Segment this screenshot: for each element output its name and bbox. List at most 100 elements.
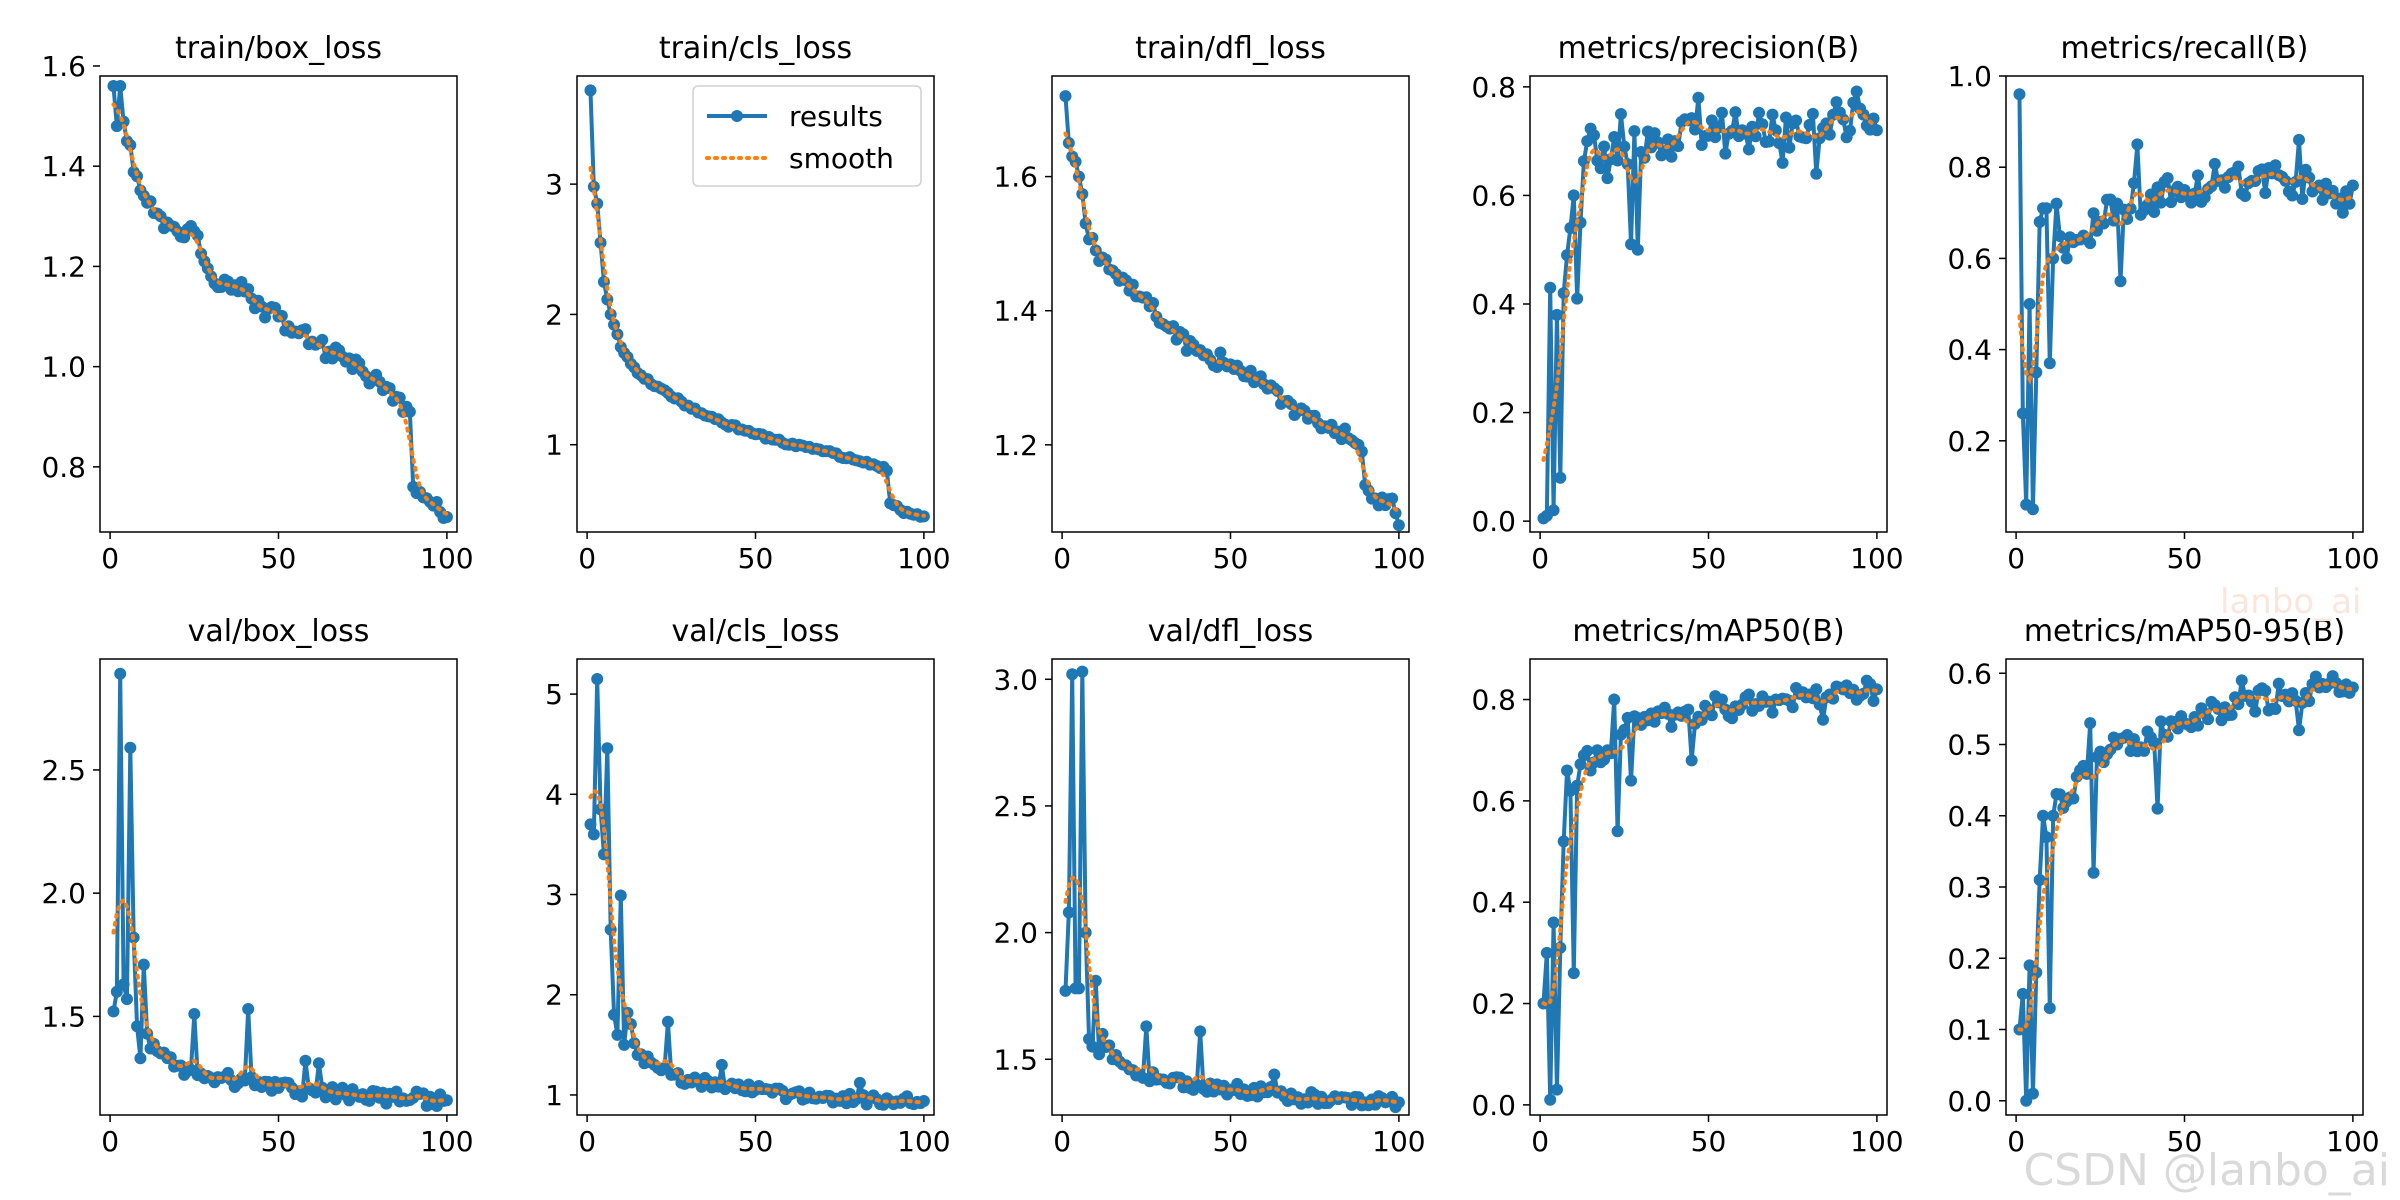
results-point [2043, 357, 2056, 370]
results-point [2161, 172, 2174, 185]
x-tick-label: 100 [897, 542, 950, 575]
results-point [114, 667, 127, 680]
results-point [661, 1015, 674, 1028]
x-tick-label: 0 [2007, 542, 2025, 575]
axes-frame [1529, 658, 1888, 1116]
results-point [608, 1008, 621, 1021]
results-point [1544, 1093, 1557, 1106]
results-point [1214, 346, 1227, 359]
x-tick-label: 50 [1691, 1125, 1727, 1158]
chart-title: metrics/recall(B) [2060, 31, 2308, 66]
axes-frame [2005, 75, 2364, 533]
results-line [2017, 94, 2355, 512]
results-point [2047, 252, 2060, 265]
results-point [2151, 802, 2164, 815]
results-point [2154, 715, 2167, 728]
results-point [2016, 407, 2029, 420]
results-point [2249, 705, 2262, 718]
results-point [1550, 1083, 1563, 1096]
results-point [2232, 160, 2245, 173]
smooth-line [588, 788, 926, 1105]
results-point [2047, 809, 2060, 822]
subplot-metrics-map50-95-b-: metrics/mAP50-95(B) 0 50 100 0.0 0.1 0.2 0.3 0.4… [1947, 614, 2379, 1158]
results-point [1079, 926, 1092, 939]
y-tick-label: 0.4 [1947, 334, 1992, 367]
results-point [1614, 108, 1627, 120]
results-point [1843, 124, 1856, 137]
results-point [1392, 1096, 1405, 1109]
y-tick-label: 0.6 [1947, 657, 1992, 690]
results-point [1803, 118, 1816, 131]
results-point [1059, 984, 1072, 997]
results-point [1726, 712, 1739, 725]
results-point [1810, 167, 1823, 180]
plot-area [1537, 674, 1883, 1106]
y-tick-label: 0.2 [1947, 942, 1992, 975]
chart-title: val/cls_loss [672, 614, 840, 649]
results-point [2225, 708, 2238, 721]
results-point [1749, 130, 1762, 143]
legend-smooth-label: smooth [789, 142, 894, 175]
y-tick-label: 1.2 [993, 429, 1038, 462]
y-tick-label: 0.0 [1471, 505, 1516, 538]
results-point [2269, 159, 2282, 172]
results-point [1059, 90, 1072, 103]
results-point [2296, 193, 2309, 206]
results-point [2202, 713, 2215, 726]
x-tick-label: 100 [897, 1125, 950, 1158]
results-point [1557, 835, 1570, 848]
results-point [383, 382, 396, 395]
results-point [591, 673, 604, 686]
results-point [1766, 706, 1779, 719]
results-point [2087, 866, 2100, 879]
x-tick-label: 50 [738, 542, 774, 575]
results-point [242, 1003, 255, 1016]
results-point [1547, 916, 1560, 929]
y-tick-label: 2.5 [993, 790, 1038, 823]
smooth-line [1541, 687, 1879, 1008]
axes-frame [99, 658, 458, 1116]
results-point [1823, 128, 1836, 141]
x-tick-label: 50 [738, 1125, 774, 1158]
results-point [1547, 504, 1560, 517]
results-point [1611, 154, 1624, 167]
x-tick-label: 100 [420, 542, 473, 575]
y-tick-label: 0.6 [1471, 179, 1516, 212]
results-point [131, 1020, 144, 1033]
results-point [1581, 744, 1594, 757]
results-point [2286, 189, 2299, 202]
results-point [2269, 703, 2282, 716]
results-point [120, 993, 133, 1006]
results-point [1867, 695, 1880, 708]
results-point [1587, 129, 1600, 142]
results-point [1561, 764, 1574, 777]
x-tick-label: 0 [1531, 1125, 1549, 1158]
results-point [2191, 719, 2204, 732]
x-tick-label: 100 [420, 1125, 473, 1158]
y-tick-label: 3 [545, 168, 563, 201]
plot-area [1059, 90, 1405, 532]
results-point [403, 405, 416, 418]
axes-frame [576, 658, 935, 1116]
chart-title: val/dfl_loss [1148, 614, 1313, 649]
y-tick-label: 0.5 [1947, 729, 1992, 762]
results-point [1719, 147, 1732, 160]
results-point [1790, 114, 1803, 127]
results-line [111, 84, 448, 520]
results-point [1685, 754, 1698, 767]
y-tick-label: 0.8 [41, 451, 86, 484]
y-tick-label: 0.2 [1471, 988, 1516, 1021]
results-point [2050, 197, 2063, 210]
results-point [715, 1058, 728, 1071]
smooth-line [111, 897, 449, 1103]
results-point [2026, 1087, 2039, 1100]
y-tick-label: 1.4 [41, 150, 86, 183]
results-point [2084, 237, 2097, 250]
results-point [2154, 196, 2167, 209]
results-point [2148, 205, 2161, 218]
results-point [1066, 668, 1079, 681]
results-point [2043, 1002, 2056, 1015]
results-line [1063, 95, 1401, 526]
results-point [2239, 189, 2252, 202]
legend-results-marker [731, 110, 743, 122]
